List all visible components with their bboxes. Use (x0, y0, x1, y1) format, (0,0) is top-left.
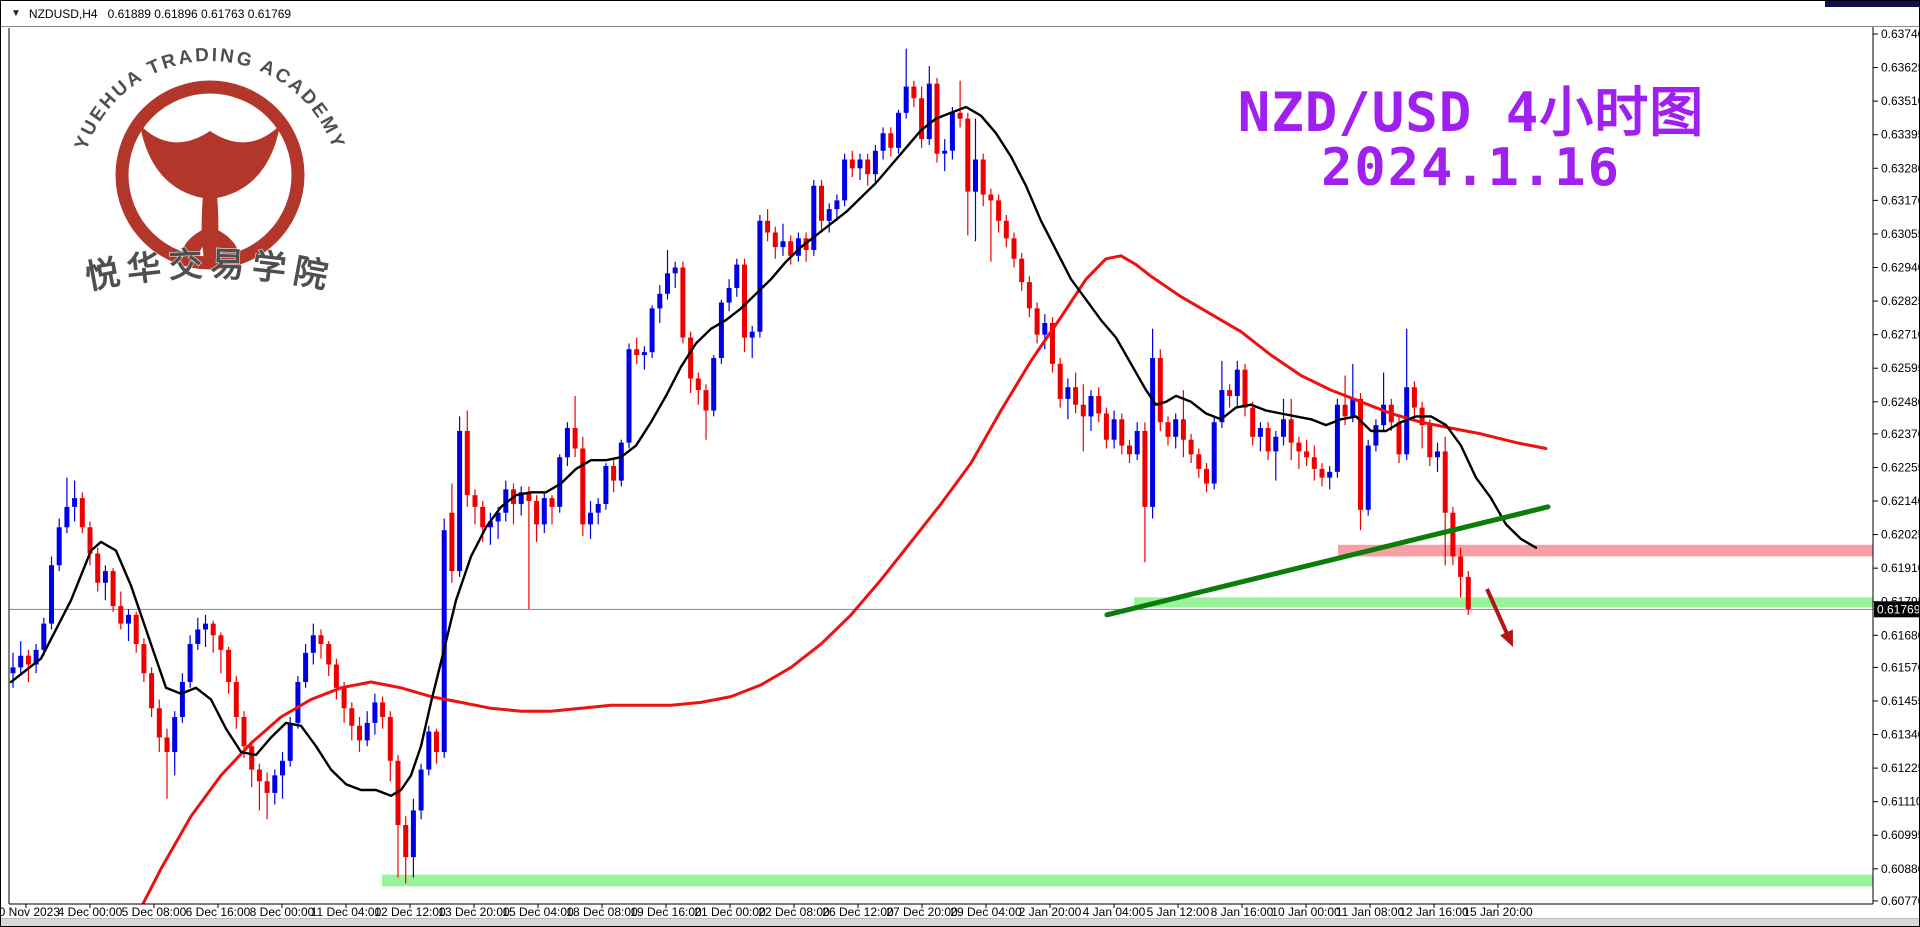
current-price-label: 0.61769 (1874, 601, 1920, 618)
svg-text:0.60995: 0.60995 (1881, 828, 1920, 842)
window-bottom-strip (1, 918, 1919, 926)
svg-text:10 Jan 00:00: 10 Jan 00:00 (1271, 905, 1341, 919)
svg-text:0.63395: 0.63395 (1881, 128, 1920, 142)
support-zone-lower[interactable] (382, 874, 1873, 887)
candlestick-series (10, 48, 1471, 884)
svg-text:30 Nov 2023: 30 Nov 2023 (1, 905, 60, 919)
svg-text:8 Jan 16:00: 8 Jan 16:00 (1211, 905, 1274, 919)
svg-text:0.63625: 0.63625 (1881, 61, 1920, 75)
svg-text:13 Dec 20:00: 13 Dec 20:00 (438, 905, 510, 919)
svg-text:18 Dec 08:00: 18 Dec 08:00 (566, 905, 638, 919)
axes-frame (8, 13, 1874, 905)
trendline[interactable] (1104, 504, 1551, 618)
svg-text:26 Dec 12:00: 26 Dec 12:00 (822, 905, 894, 919)
symbol-dropdown-icon[interactable]: ▼ (11, 8, 21, 19)
svg-text:6 Dec 16:00: 6 Dec 16:00 (186, 905, 251, 919)
resistance-zone[interactable] (1338, 544, 1873, 557)
svg-text:22 Dec 08:00: 22 Dec 08:00 (758, 905, 830, 919)
down-arrow[interactable] (1485, 588, 1513, 647)
svg-text:4 Jan 04:00: 4 Jan 04:00 (1083, 905, 1146, 919)
svg-text:15 Dec 04:00: 15 Dec 04:00 (502, 905, 574, 919)
svg-text:8 Dec 00:00: 8 Dec 00:00 (250, 905, 315, 919)
svg-text:0.62025: 0.62025 (1881, 528, 1920, 542)
svg-text:19 Dec 16:00: 19 Dec 16:00 (630, 905, 702, 919)
svg-text:0.62825: 0.62825 (1881, 294, 1920, 308)
svg-text:4 Dec 00:00: 4 Dec 00:00 (58, 905, 123, 919)
svg-text:5 Dec 08:00: 5 Dec 08:00 (122, 905, 187, 919)
svg-text:15 Jan 20:00: 15 Jan 20:00 (1463, 905, 1533, 919)
svg-text:0.63055: 0.63055 (1881, 227, 1920, 241)
ma-slow-line (141, 254, 1548, 904)
window-corner-decoration (1825, 1, 1919, 7)
svg-text:12 Dec 12:00: 12 Dec 12:00 (374, 905, 446, 919)
quote-ohlc-values: 0.61889 0.61896 0.61763 0.61769 (107, 6, 292, 21)
title-bar: ▼ NZDUSD,H4 0.61889 0.61896 0.61763 0.61… (1, 1, 1919, 27)
svg-text:11 Dec 04:00: 11 Dec 04:00 (311, 905, 382, 919)
ma-fast-line (9, 105, 1538, 797)
svg-text:11 Jan 08:00: 11 Jan 08:00 (1336, 905, 1405, 919)
svg-text:0.61455: 0.61455 (1881, 694, 1920, 708)
svg-text:2 Jan 20:00: 2 Jan 20:00 (1019, 905, 1082, 919)
svg-text:29 Dec 04:00: 29 Dec 04:00 (950, 905, 1022, 919)
svg-text:21 Dec 00:00: 21 Dec 00:00 (694, 905, 766, 919)
symbol-period-label: NZDUSD,H4 (28, 6, 98, 21)
svg-text:12 Jan 16:00: 12 Jan 16:00 (1399, 905, 1469, 919)
support-zone[interactable] (1134, 597, 1873, 608)
svg-text:27 Dec 20:00: 27 Dec 20:00 (886, 905, 958, 919)
plot-area (9, 48, 1873, 904)
svg-text:0.61769: 0.61769 (1877, 602, 1920, 616)
svg-text:0.61225: 0.61225 (1881, 761, 1920, 775)
svg-text:0.61110: 0.61110 (1881, 795, 1920, 809)
svg-text:5 Jan 12:00: 5 Jan 12:00 (1147, 905, 1210, 919)
svg-text:0.62255: 0.62255 (1881, 460, 1920, 474)
svg-text:0.62595: 0.62595 (1881, 361, 1920, 375)
